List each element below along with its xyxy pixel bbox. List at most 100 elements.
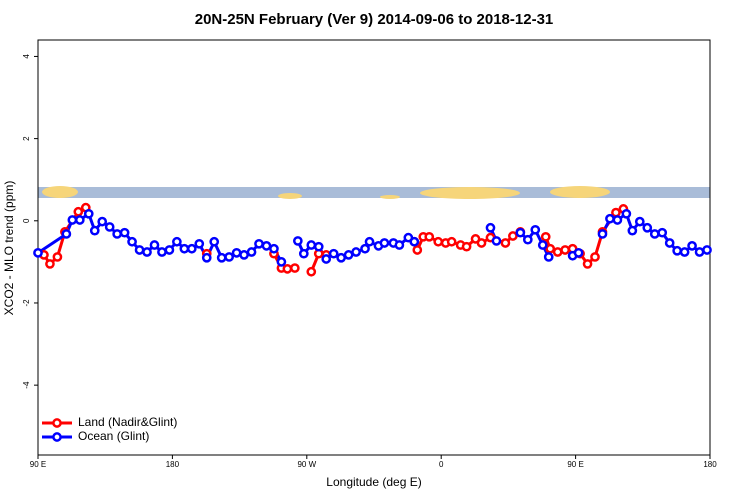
data-point — [611, 207, 621, 218]
data-point — [537, 240, 548, 250]
data-point — [290, 263, 300, 273]
data-point — [157, 247, 167, 257]
data-point — [89, 225, 100, 236]
data-point — [142, 247, 152, 257]
data-point — [545, 243, 556, 254]
data-point — [582, 259, 593, 269]
data-point — [186, 243, 197, 254]
data-point — [179, 243, 190, 254]
land-shape — [550, 186, 610, 198]
data-point — [412, 245, 423, 255]
data-point — [292, 236, 303, 246]
data-point — [209, 236, 220, 247]
data-point — [45, 259, 55, 269]
data-point — [351, 247, 361, 257]
data-point — [702, 245, 712, 255]
data-point — [254, 238, 264, 249]
legend-label: Ocean (Glint) — [78, 429, 149, 443]
map-strip — [38, 186, 710, 199]
data-point — [573, 247, 584, 258]
data-point — [560, 245, 570, 255]
data-point — [127, 236, 137, 247]
data-point — [61, 229, 72, 239]
data-point — [552, 247, 563, 257]
data-point — [446, 236, 457, 247]
x-tick-label: 0 — [439, 460, 444, 469]
data-point — [679, 247, 690, 257]
data-point — [172, 236, 182, 247]
data-point — [336, 252, 346, 263]
data-point — [149, 240, 160, 250]
data-point — [328, 248, 339, 259]
data-point — [298, 248, 309, 259]
data-point — [97, 216, 108, 227]
data-point — [52, 252, 63, 262]
data-point — [409, 236, 420, 247]
data-point — [621, 208, 632, 219]
data-point — [590, 252, 600, 262]
data-point — [364, 236, 375, 247]
land-shape — [278, 193, 302, 199]
data-point — [515, 227, 526, 238]
data-point — [394, 240, 405, 250]
data-point — [522, 234, 533, 245]
y-tick-label: 4 — [22, 54, 31, 59]
data-point — [119, 227, 130, 238]
data-point — [67, 215, 78, 225]
data-point — [530, 224, 541, 235]
data-point — [276, 257, 287, 267]
data-point — [224, 252, 234, 262]
data-point — [657, 227, 668, 238]
data-point — [134, 245, 145, 255]
data-point — [597, 229, 608, 239]
data-point — [508, 231, 518, 241]
data-point — [485, 222, 496, 233]
data-point — [73, 206, 84, 217]
data-point — [687, 241, 697, 251]
data-point — [112, 229, 122, 239]
data-point — [343, 250, 354, 260]
data-point — [543, 252, 554, 262]
land-shape — [380, 195, 400, 199]
data-point — [239, 250, 249, 260]
data-point — [246, 247, 257, 257]
data-point — [424, 231, 435, 242]
data-point — [306, 266, 317, 277]
data-point — [379, 238, 390, 248]
data-point — [500, 238, 511, 248]
y-tick-label: 2 — [22, 136, 31, 141]
data-point — [282, 264, 293, 274]
x-tick-label: 90 W — [297, 460, 316, 469]
data-point — [605, 213, 615, 224]
data-point — [634, 216, 645, 227]
data-point — [33, 247, 43, 258]
ocean-band — [38, 187, 710, 198]
data-point — [491, 236, 502, 246]
data-point — [231, 247, 242, 258]
y-axis-label: XCO2 - MLO trend (ppm) — [2, 181, 16, 316]
data-point — [194, 238, 205, 249]
data-point — [164, 245, 175, 255]
data-point — [476, 238, 487, 248]
data-point — [461, 241, 472, 252]
data-point — [642, 222, 653, 233]
land-shape — [420, 187, 520, 199]
land-shape — [42, 186, 78, 198]
data-point — [313, 241, 324, 252]
x-tick-label: 90 E — [30, 460, 46, 469]
x-tick-label: 90 E — [567, 460, 583, 469]
chart-title: 20N-25N February (Ver 9) 2014-09-06 to 2… — [195, 11, 554, 28]
legend-marker — [52, 418, 62, 428]
data-point — [201, 252, 212, 263]
data-point — [433, 236, 444, 247]
data-point — [104, 222, 115, 232]
data-point — [83, 208, 94, 219]
y-tick-label: -2 — [22, 299, 31, 307]
data-point — [664, 238, 675, 248]
data-point — [360, 243, 370, 254]
data-point — [216, 252, 227, 263]
data-point — [612, 215, 623, 225]
legend-marker — [52, 432, 62, 442]
